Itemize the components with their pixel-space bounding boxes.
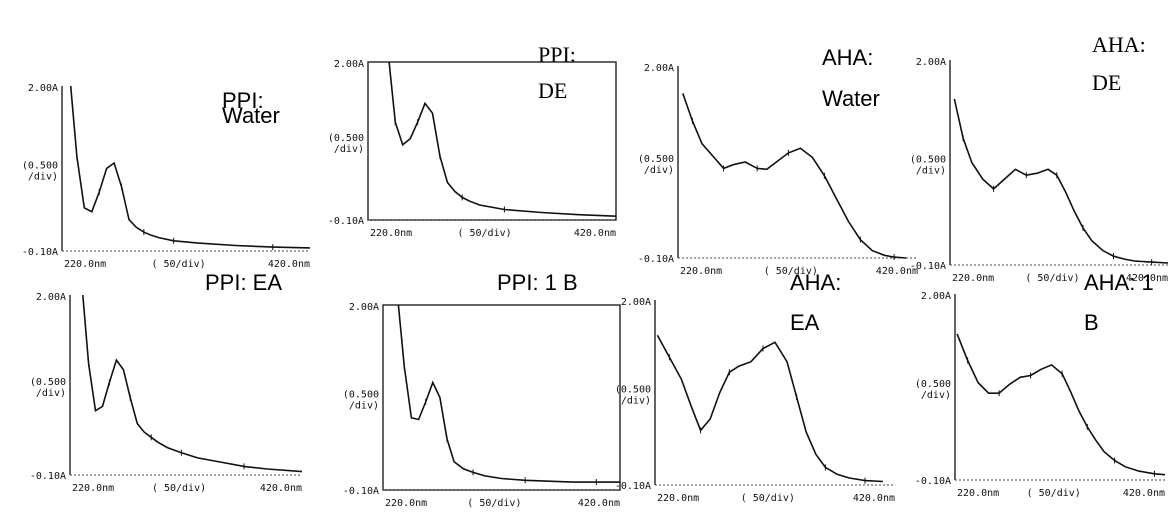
y-div-label: (0.500 — [343, 390, 379, 401]
panel-label: DE — [1092, 70, 1121, 95]
y-div-label: /div) — [36, 388, 66, 399]
y-bottom-label: -0.10A — [328, 216, 364, 227]
panel-label: Water — [222, 103, 280, 128]
spectrum-curve — [69, 85, 311, 249]
x-div-label: ( 50/div) — [1027, 488, 1081, 499]
y-top-label: 2.00A — [644, 63, 674, 74]
x-left-label: 220.0nm — [657, 493, 699, 504]
y-div-label: /div) — [921, 390, 951, 401]
x-left-label: 220.0nm — [680, 266, 722, 277]
panel-label: PPI: EA — [205, 270, 282, 295]
x-right-label: 420.0nm — [574, 228, 616, 239]
spectrum-panel-1: PPI:Water 2.00A (0.500/div) -0.10A 220.0nm ( … — [22, 83, 311, 270]
spectrum-panel-5: PPI: EA 2.00A (0.500/div) -0.10A 220.0nm ( 50… — [30, 270, 303, 494]
panel-label: PPI: — [222, 88, 264, 113]
y-top-label: 2.00A — [921, 291, 951, 302]
y-bottom-label: -0.10A — [910, 261, 946, 272]
x-right-label: 420.0nm — [1126, 273, 1168, 284]
y-top-label: 2.00A — [349, 302, 379, 313]
y-bottom-label: -0.10A — [615, 481, 651, 492]
panel-label: AHA: — [790, 270, 841, 295]
panel-label: AHA: — [1092, 32, 1146, 57]
x-div-label: ( 50/div) — [1025, 273, 1079, 284]
spectrum-curve — [397, 304, 620, 483]
x-left-label: 220.0nm — [370, 228, 412, 239]
y-div-label: (0.500 — [915, 379, 951, 390]
y-top-label: 2.00A — [916, 57, 946, 68]
spectrum-panel-7: AHA: EA 2.00A (0.500/div) -0.10A 220.0nm ( 50/… — [615, 270, 895, 504]
x-div-label: ( 50/div) — [457, 228, 511, 239]
panel-label: Water — [822, 86, 880, 111]
y-bottom-label: -0.10A — [22, 247, 58, 258]
panel-label: PPI: 1 B — [497, 270, 578, 295]
x-div-label: ( 50/div) — [151, 259, 205, 270]
panel-label: EA — [790, 310, 820, 335]
y-bottom-label: -0.10A — [30, 471, 66, 482]
spectrum-panel-2: PPI: DE 2.00A (0.500/div) -0.10A 220.0nm ( 50/… — [328, 42, 617, 239]
y-top-label: 2.00A — [334, 59, 364, 70]
y-bottom-label: -0.10A — [638, 254, 674, 265]
panel-label: DE — [538, 78, 567, 103]
y-top-label: 2.00A — [621, 297, 651, 308]
spectrum-curve — [682, 93, 907, 259]
x-div-label: ( 50/div) — [152, 483, 206, 494]
x-div-label: ( 50/div) — [764, 266, 818, 277]
x-right-label: 420.0nm — [268, 259, 310, 270]
y-div-label: /div) — [349, 401, 379, 412]
spectrum-curve — [656, 334, 884, 483]
x-left-label: 220.0nm — [64, 259, 106, 270]
panel-label: AHA: 1 — [1084, 270, 1154, 295]
spectrum-curve — [956, 333, 1166, 476]
x-left-label: 220.0nm — [952, 273, 994, 284]
y-div-label: /div) — [916, 166, 946, 177]
x-div-label: ( 50/div) — [467, 498, 521, 509]
spectrum-panel-4: AHA: DE 2.00A (0.500/div) -0.10A 220.0nm ( 50/… — [910, 32, 1169, 284]
spectrum-curve — [388, 61, 617, 217]
x-right-label: 420.0nm — [578, 498, 620, 509]
y-top-label: 2.00A — [36, 292, 66, 303]
y-bottom-label: -0.10A — [343, 486, 379, 497]
panel-label: PPI: — [538, 42, 576, 67]
x-div-label: ( 50/div) — [741, 493, 795, 504]
plot-frame — [367, 61, 617, 221]
y-div-label: (0.500 — [638, 154, 674, 165]
x-right-label: 420.0nm — [853, 493, 895, 504]
y-div-label: /div) — [334, 144, 364, 155]
x-left-label: 220.0nm — [72, 483, 114, 494]
y-div-label: /div) — [644, 165, 674, 176]
spectrum-curve — [953, 98, 1169, 264]
y-div-label: (0.500 — [22, 161, 58, 172]
y-div-label: /div) — [621, 396, 651, 407]
spectrum-panel-6: PPI: 1 B 2.00A (0.500/div) -0.10A 220.0nm ( 5… — [343, 270, 621, 509]
panel-label: B — [1084, 310, 1099, 335]
plot-frame — [382, 304, 621, 491]
y-div-label: (0.500 — [615, 385, 651, 396]
y-div-label: /div) — [28, 172, 58, 183]
x-right-label: 420.0nm — [876, 266, 918, 277]
x-right-label: 420.0nm — [260, 483, 302, 494]
y-bottom-label: -0.10A — [915, 476, 951, 487]
y-div-label: (0.500 — [30, 377, 66, 388]
spectrum-panel-3: AHA: Water 2.00A (0.500/div) -0.10A 220.0nm ( … — [638, 45, 918, 277]
y-div-label: (0.500 — [328, 133, 364, 144]
spectrum-curve — [82, 294, 303, 473]
spectrum-panel-8: AHA: 1 B 2.00A (0.500/div) -0.10A 220.0nm ( 50… — [915, 270, 1166, 499]
panel-label: AHA: — [822, 45, 873, 70]
x-right-label: 420.0nm — [1123, 488, 1165, 499]
x-left-label: 220.0nm — [385, 498, 427, 509]
x-left-label: 220.0nm — [957, 488, 999, 499]
y-top-label: 2.00A — [28, 83, 58, 94]
y-div-label: (0.500 — [910, 155, 946, 166]
